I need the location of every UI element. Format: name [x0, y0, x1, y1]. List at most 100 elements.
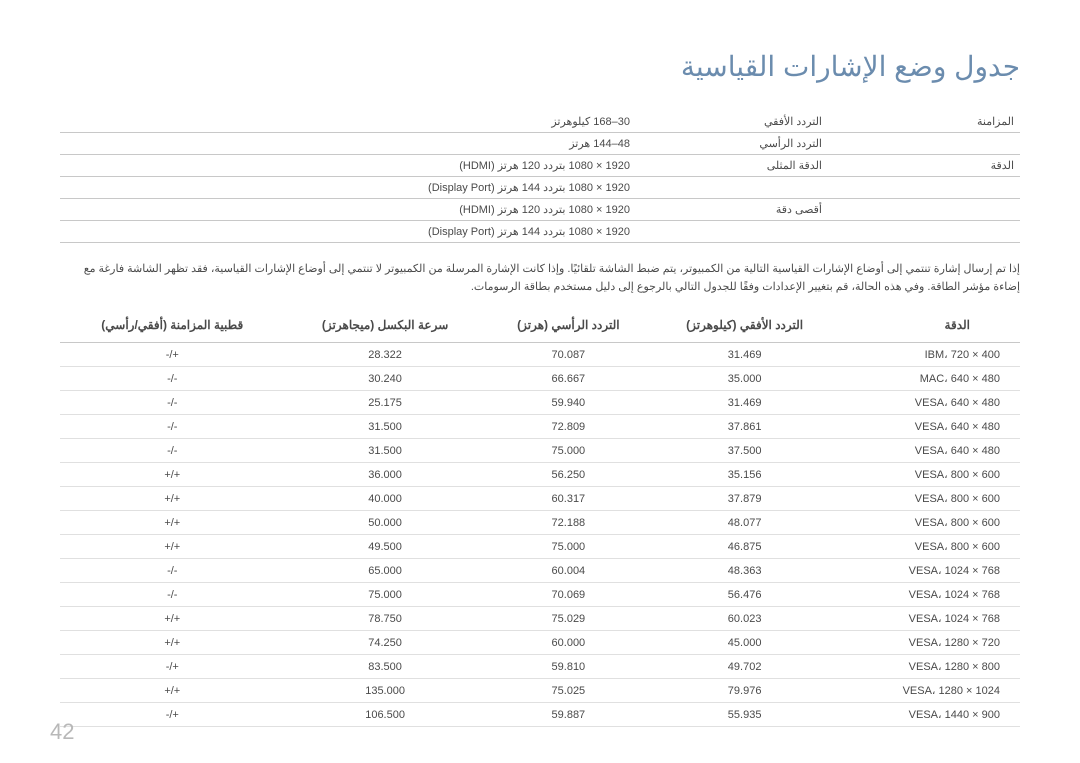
cell-polarity: -/-: [60, 583, 285, 607]
cell-hfreq: 37.861: [651, 415, 838, 439]
cell-hfreq: 48.363: [651, 559, 838, 583]
spec-sublabel: التردد الرأسي: [636, 133, 828, 155]
spec-sublabel: الدقة المثلى: [636, 155, 828, 177]
cell-polarity: -/+: [60, 343, 285, 367]
cell-vfreq: 59.810: [486, 655, 651, 679]
spec-label: [828, 221, 1020, 243]
spec-label: [828, 133, 1020, 155]
table-row: VESA، 640 × 48037.50075.00031.500-/-: [60, 439, 1020, 463]
cell-polarity: +/+: [60, 679, 285, 703]
spec-row: 1920 × 1080 بتردد 144 هرتز (Display Port…: [60, 221, 1020, 243]
cell-resolution: IBM، 720 × 400: [838, 343, 1020, 367]
cell-polarity: -/-: [60, 439, 285, 463]
cell-resolution: VESA، 800 × 600: [838, 535, 1020, 559]
cell-resolution: VESA، 1280 × 720: [838, 631, 1020, 655]
cell-polarity: -/-: [60, 559, 285, 583]
cell-vfreq: 60.000: [486, 631, 651, 655]
cell-pixel: 28.322: [285, 343, 486, 367]
spec-value: 1920 × 1080 بتردد 120 هرتز (HDMI): [60, 199, 636, 221]
cell-vfreq: 75.000: [486, 535, 651, 559]
cell-polarity: +/+: [60, 511, 285, 535]
cell-pixel: 31.500: [285, 415, 486, 439]
spec-label: المزامنة: [828, 111, 1020, 133]
spec-label: [828, 177, 1020, 199]
col-hfreq: التردد الأفقي (كيلوهرتز): [651, 312, 838, 343]
table-row: VESA، 1024 × 76860.02375.02978.750+/+: [60, 607, 1020, 631]
cell-hfreq: 31.469: [651, 391, 838, 415]
table-row: VESA، 1024 × 76856.47670.06975.000-/-: [60, 583, 1020, 607]
cell-pixel: 50.000: [285, 511, 486, 535]
cell-hfreq: 46.875: [651, 535, 838, 559]
cell-pixel: 65.000: [285, 559, 486, 583]
cell-polarity: +/+: [60, 535, 285, 559]
table-row: VESA، 1024 × 76848.36360.00465.000-/-: [60, 559, 1020, 583]
cell-hfreq: 37.879: [651, 487, 838, 511]
cell-resolution: VESA، 1440 × 900: [838, 703, 1020, 727]
spec-row: التردد الرأسي48–144 هرتز: [60, 133, 1020, 155]
col-polarity: قطبية المزامنة (أفقي/رأسي): [60, 312, 285, 343]
cell-hfreq: 37.500: [651, 439, 838, 463]
cell-resolution: VESA، 640 × 480: [838, 439, 1020, 463]
cell-hfreq: 56.476: [651, 583, 838, 607]
spec-value: 1920 × 1080 بتردد 144 هرتز (Display Port…: [60, 221, 636, 243]
cell-hfreq: 31.469: [651, 343, 838, 367]
cell-pixel: 74.250: [285, 631, 486, 655]
cell-vfreq: 75.029: [486, 607, 651, 631]
cell-resolution: VESA، 800 × 600: [838, 487, 1020, 511]
spec-sublabel: [636, 177, 828, 199]
cell-vfreq: 72.809: [486, 415, 651, 439]
cell-hfreq: 49.702: [651, 655, 838, 679]
table-header-row: الدقة التردد الأفقي (كيلوهرتز) التردد ال…: [60, 312, 1020, 343]
cell-polarity: +/+: [60, 631, 285, 655]
table-row: VESA، 800 × 60048.07772.18850.000+/+: [60, 511, 1020, 535]
cell-vfreq: 59.940: [486, 391, 651, 415]
cell-vfreq: 60.317: [486, 487, 651, 511]
spec-value: 1920 × 1080 بتردد 144 هرتز (Display Port…: [60, 177, 636, 199]
spec-value: 48–144 هرتز: [60, 133, 636, 155]
cell-polarity: -/-: [60, 415, 285, 439]
cell-vfreq: 75.000: [486, 439, 651, 463]
spec-sublabel: أقصى دقة: [636, 199, 828, 221]
cell-pixel: 25.175: [285, 391, 486, 415]
spec-value: 30–168 كيلوهرتز: [60, 111, 636, 133]
cell-hfreq: 55.935: [651, 703, 838, 727]
note-paragraph: إذا تم إرسال إشارة تنتمي إلى أوضاع الإشا…: [60, 261, 1020, 296]
table-row: VESA، 1280 × 80049.70259.81083.500-/+: [60, 655, 1020, 679]
cell-polarity: -/-: [60, 367, 285, 391]
cell-polarity: -/+: [60, 655, 285, 679]
table-row: MAC، 640 × 48035.00066.66730.240-/-: [60, 367, 1020, 391]
cell-pixel: 135.000: [285, 679, 486, 703]
cell-hfreq: 48.077: [651, 511, 838, 535]
cell-pixel: 106.500: [285, 703, 486, 727]
cell-resolution: VESA، 800 × 600: [838, 463, 1020, 487]
cell-resolution: VESA، 1280 × 800: [838, 655, 1020, 679]
spec-summary-table: المزامنةالتردد الأفقي30–168 كيلوهرتزالتر…: [60, 111, 1020, 243]
cell-pixel: 78.750: [285, 607, 486, 631]
spec-row: أقصى دقة1920 × 1080 بتردد 120 هرتز (HDMI…: [60, 199, 1020, 221]
table-row: VESA، 1280 × 102479.97675.025135.000+/+: [60, 679, 1020, 703]
cell-hfreq: 45.000: [651, 631, 838, 655]
cell-pixel: 36.000: [285, 463, 486, 487]
cell-pixel: 40.000: [285, 487, 486, 511]
col-pixel: سرعة البكسل (ميجاهرتز): [285, 312, 486, 343]
cell-resolution: VESA، 640 × 480: [838, 391, 1020, 415]
cell-pixel: 31.500: [285, 439, 486, 463]
cell-resolution: VESA، 640 × 480: [838, 415, 1020, 439]
cell-pixel: 75.000: [285, 583, 486, 607]
page-title: جدول وضع الإشارات القياسية: [60, 50, 1020, 83]
cell-hfreq: 35.156: [651, 463, 838, 487]
cell-resolution: VESA، 1024 × 768: [838, 559, 1020, 583]
table-row: VESA، 640 × 48037.86172.80931.500-/-: [60, 415, 1020, 439]
cell-vfreq: 66.667: [486, 367, 651, 391]
cell-pixel: 49.500: [285, 535, 486, 559]
col-resolution: الدقة: [838, 312, 1020, 343]
spec-sublabel: [636, 221, 828, 243]
spec-row: الدقةالدقة المثلى1920 × 1080 بتردد 120 ه…: [60, 155, 1020, 177]
spec-row: المزامنةالتردد الأفقي30–168 كيلوهرتز: [60, 111, 1020, 133]
cell-vfreq: 72.188: [486, 511, 651, 535]
cell-vfreq: 56.250: [486, 463, 651, 487]
cell-pixel: 83.500: [285, 655, 486, 679]
cell-pixel: 30.240: [285, 367, 486, 391]
spec-row: 1920 × 1080 بتردد 144 هرتز (Display Port…: [60, 177, 1020, 199]
cell-polarity: -/-: [60, 391, 285, 415]
